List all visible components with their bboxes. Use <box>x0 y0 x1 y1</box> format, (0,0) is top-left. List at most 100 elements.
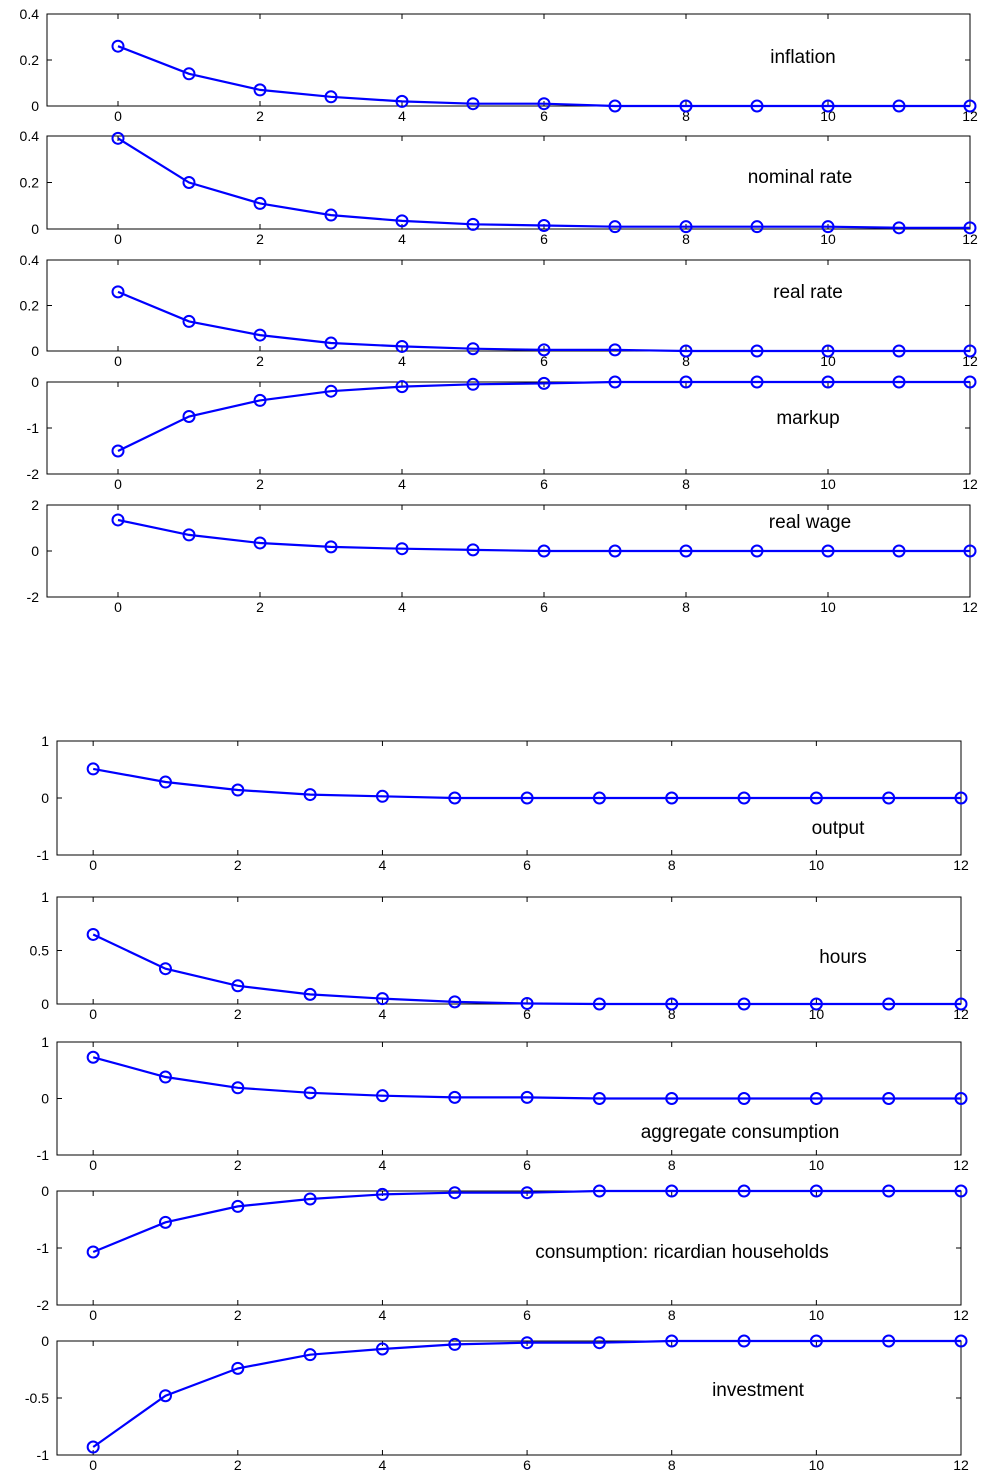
data-point <box>821 375 835 389</box>
x-tick-label: 8 <box>682 108 690 124</box>
x-tick-label: 0 <box>89 1457 97 1473</box>
data-point <box>737 1184 751 1198</box>
data-point <box>182 176 196 189</box>
data-point <box>86 1440 100 1454</box>
x-tick-label: 2 <box>234 1006 242 1022</box>
y-tick-label: 0 <box>41 1333 49 1349</box>
x-tick-label: 12 <box>962 599 978 615</box>
data-point <box>679 375 693 389</box>
y-tick-label: 1 <box>41 889 49 905</box>
panel-title: markup <box>776 408 839 429</box>
data-point <box>520 1186 534 1200</box>
data-point <box>665 791 679 805</box>
x-tick-label: 10 <box>820 108 836 124</box>
x-tick-label: 4 <box>379 857 387 873</box>
data-point <box>303 1086 317 1100</box>
panel-title: real wage <box>769 512 851 533</box>
data-point <box>253 328 267 342</box>
x-tick-label: 12 <box>953 1457 969 1473</box>
y-tick-label: 1 <box>41 733 49 749</box>
data-point <box>892 375 906 389</box>
data-point <box>253 83 267 97</box>
panel-6: 0 2 4 6 8 10 12 0 0.5 1 hours <box>30 889 969 1022</box>
data-point <box>86 1245 100 1259</box>
panel-title: investment <box>712 1380 805 1401</box>
x-tick-label: 2 <box>256 353 264 369</box>
panel-3: 0 2 4 6 8 10 12 -2 -1 0 markup <box>27 374 978 492</box>
x-tick-label: 10 <box>809 1457 825 1473</box>
data-point <box>395 339 409 353</box>
x-tick-label: 8 <box>668 1307 676 1323</box>
data-point <box>537 376 551 390</box>
x-tick-label: 6 <box>523 857 531 873</box>
data-point <box>111 513 125 527</box>
x-tick-label: 2 <box>234 1157 242 1173</box>
x-tick-label: 12 <box>953 1157 969 1173</box>
data-point <box>253 536 267 550</box>
panel-2: 0 2 4 6 8 10 12 0 0.2 0.4 real rate <box>20 252 978 369</box>
data-point <box>375 1342 389 1356</box>
data-point <box>395 94 409 108</box>
data-point <box>375 1187 389 1201</box>
x-tick-label: 6 <box>523 1307 531 1323</box>
y-tick-label: 0 <box>31 543 39 559</box>
x-tick-label: 10 <box>820 353 836 369</box>
data-point <box>608 375 622 389</box>
data-point <box>375 1089 389 1103</box>
data-point <box>882 1092 896 1105</box>
series-line <box>92 1189 961 1254</box>
x-tick-label: 12 <box>962 353 978 369</box>
data-point <box>750 375 764 389</box>
data-point <box>954 791 968 805</box>
data-point <box>963 99 977 113</box>
x-tick-label: 8 <box>668 1457 676 1473</box>
x-tick-label: 6 <box>523 1157 531 1173</box>
data-point <box>520 1336 534 1350</box>
data-point <box>679 220 693 234</box>
x-tick-label: 4 <box>379 1006 387 1022</box>
data-point <box>821 220 835 234</box>
data-point <box>324 384 338 398</box>
data-point <box>111 39 125 53</box>
x-tick-label: 0 <box>89 857 97 873</box>
data-point <box>158 1070 172 1084</box>
data-point <box>963 375 977 389</box>
data-point <box>303 1192 317 1206</box>
data-point <box>111 131 125 145</box>
x-tick-label: 8 <box>668 1006 676 1022</box>
series-line <box>92 1056 961 1100</box>
x-tick-label: 0 <box>114 108 122 124</box>
y-tick-label: -0.5 <box>25 1390 49 1406</box>
x-tick-label: 4 <box>398 476 406 492</box>
panel-7: 0 2 4 6 8 10 12 -1 0 1 aggregate consumption <box>37 1034 969 1173</box>
data-point <box>520 996 534 1010</box>
data-point <box>182 528 196 542</box>
data-point <box>466 377 480 391</box>
panel-title: real rate <box>773 282 843 303</box>
data-point <box>537 544 551 558</box>
x-tick-label: 6 <box>523 1457 531 1473</box>
data-point <box>608 99 622 113</box>
x-tick-label: 12 <box>962 231 978 247</box>
x-tick-label: 4 <box>379 1157 387 1173</box>
y-tick-label: -2 <box>27 589 40 605</box>
x-tick-label: 8 <box>682 599 690 615</box>
data-point <box>592 791 606 805</box>
data-point <box>809 1184 823 1198</box>
panel-1: 0 2 4 6 8 10 12 0 0.2 0.4 nominal rate <box>20 128 978 247</box>
data-point <box>963 221 977 235</box>
data-point <box>750 344 764 358</box>
data-point <box>111 444 125 458</box>
data-point <box>303 987 317 1001</box>
data-point <box>750 99 764 113</box>
data-point <box>608 343 622 357</box>
panel-title: output <box>812 818 866 839</box>
data-point <box>182 67 196 81</box>
x-tick-label: 12 <box>962 108 978 124</box>
data-point <box>963 544 977 558</box>
series-line <box>117 290 970 353</box>
data-point <box>892 221 906 235</box>
data-point <box>231 783 245 797</box>
x-tick-label: 10 <box>820 231 836 247</box>
data-point <box>963 344 977 358</box>
